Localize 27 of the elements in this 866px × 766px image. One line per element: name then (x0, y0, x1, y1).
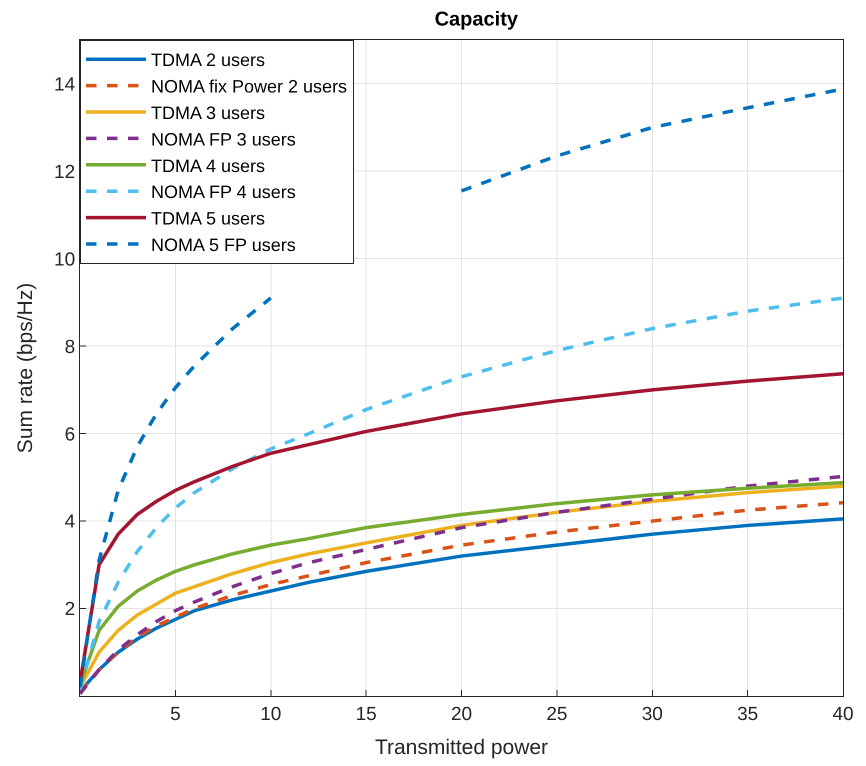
legend-label: TDMA 3 users (151, 103, 266, 124)
x-tick-label: 10 (260, 704, 282, 725)
legend-label: TDMA 5 users (151, 208, 266, 229)
x-tick-label: 15 (356, 704, 377, 725)
line-series (80, 296, 843, 692)
y-tick-label: 6 (64, 424, 76, 446)
x-tick-label: 25 (546, 704, 568, 725)
y-tick-label: 10 (54, 249, 76, 270)
legend-label: TDMA 2 users (151, 50, 266, 70)
legend-label: NOMA fix Power 2 users (151, 76, 348, 97)
legend-label: NOMA 5 FP users (151, 235, 296, 256)
chart-title: Capacity (434, 8, 519, 30)
legend-label: NOMA FP 3 users (151, 129, 296, 150)
x-tick-label: 35 (737, 704, 758, 725)
y-tick-label: 2 (64, 599, 76, 620)
legend-label: NOMA FP 4 users (151, 182, 296, 202)
x-tick-label: 40 (832, 704, 854, 725)
x-tick-label: 30 (642, 704, 663, 725)
x-axis-title: Transmitted power (374, 736, 548, 759)
legend-label: TDMA 4 users (151, 156, 266, 176)
x-tick-label: 20 (450, 704, 472, 725)
y-tick-label: 12 (54, 162, 76, 183)
y-axis-title: Sum rate (bps/Hz) (14, 282, 38, 454)
y-tick-label: 8 (64, 336, 76, 358)
x-tick-label: 5 (170, 704, 181, 725)
y-tick-label: 14 (54, 74, 76, 96)
y-tick-label: 4 (64, 512, 76, 533)
